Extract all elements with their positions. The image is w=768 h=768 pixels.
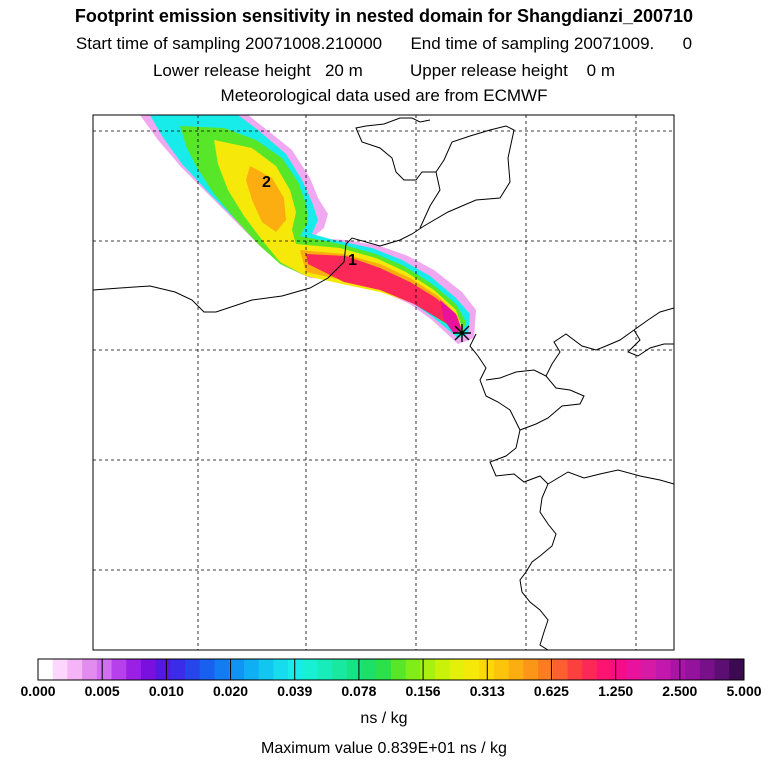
colorbar-segment xyxy=(67,659,83,680)
colorbar-segment xyxy=(155,659,171,680)
colorbar-segment xyxy=(258,659,274,680)
colorbar-segment xyxy=(302,659,318,680)
colorbar-segment xyxy=(596,659,613,680)
colorbar-segment xyxy=(538,659,554,680)
gridlines xyxy=(93,115,674,650)
title-met-data: Meteorological data used are from ECMWF xyxy=(220,86,548,105)
colorbar-segment xyxy=(346,659,363,680)
colorbar-segment xyxy=(82,659,98,680)
colorbar-segment xyxy=(567,659,583,680)
map-frame xyxy=(92,114,675,651)
colorbar-segment xyxy=(361,659,377,680)
colorbar-segment xyxy=(214,659,230,680)
colorbar-segment xyxy=(405,659,421,680)
colorbar-segment xyxy=(52,659,68,680)
colorbar-segment xyxy=(229,659,245,680)
marker-2: 2 xyxy=(262,174,271,191)
colorbar-segment xyxy=(493,659,510,680)
plume-magenta xyxy=(440,300,462,334)
colorbar-segment xyxy=(582,659,598,680)
colorbar-segment xyxy=(391,659,407,680)
colorbar-segment xyxy=(126,659,142,680)
colorbar-segment xyxy=(376,659,392,680)
colorbar-segment xyxy=(449,659,466,680)
colorbar-segment xyxy=(38,659,54,680)
colorbar-tick-label: 1.250 xyxy=(598,683,634,699)
colorbar-segment xyxy=(685,659,701,680)
colorbar-segment xyxy=(655,659,671,680)
colorbar xyxy=(37,658,745,681)
colorbar-segment xyxy=(170,659,186,680)
colorbar-segment xyxy=(273,659,289,680)
colorbar-segment xyxy=(508,659,524,680)
colorbar-segment xyxy=(626,659,642,680)
colorbar-segment xyxy=(699,659,716,680)
colorbar-tick-label: 0.039 xyxy=(277,683,313,699)
colorbar-segment xyxy=(288,659,304,680)
colorbar-segment xyxy=(420,659,436,680)
colorbar-tick-label: 2.500 xyxy=(662,683,698,699)
marker-1: 1 xyxy=(348,252,357,269)
colorbar-border xyxy=(37,658,745,681)
colorbar-tick-label: 0.005 xyxy=(84,683,120,699)
colorbar-segment xyxy=(670,659,686,680)
colorbar-segment xyxy=(317,659,333,680)
star-icon xyxy=(453,324,471,342)
colorbar-tick-label: 0.313 xyxy=(469,683,505,699)
colorbar-segment xyxy=(523,659,539,680)
colorbar-tick-label: 0.000 xyxy=(20,683,56,699)
colorbar-segment xyxy=(199,659,215,680)
colorbar-tick-label: 0.078 xyxy=(341,683,377,699)
colorbar-segment xyxy=(611,659,627,680)
colorbar-segment xyxy=(140,659,157,680)
colorbar-segment xyxy=(552,659,568,680)
title-sampling-times: Start time of sampling 20071008.210000 E… xyxy=(75,34,693,53)
colorbar-segment xyxy=(464,659,480,680)
colorbar-segment xyxy=(435,659,451,680)
colorbar-units: ns / kg xyxy=(360,710,408,727)
colorbar-segment xyxy=(714,659,730,680)
colorbar-segment xyxy=(111,659,127,680)
plume-red xyxy=(306,254,460,330)
colorbar-tick-label: 0.010 xyxy=(148,683,184,699)
colorbar-segment xyxy=(332,659,348,680)
title-line-1: Footprint emission sensitivity in nested… xyxy=(74,6,694,26)
colorbar-tick-label: 5.000 xyxy=(726,683,762,699)
coastlines xyxy=(93,117,674,650)
colorbar-tick-label: 0.020 xyxy=(213,683,249,699)
colorbar-tick-label: 0.625 xyxy=(533,683,569,699)
colorbar-segment xyxy=(96,659,113,680)
colorbar-segment xyxy=(185,659,201,680)
colorbar-segment xyxy=(729,659,745,680)
colorbar-segment xyxy=(641,659,657,680)
colorbar-segment xyxy=(243,659,260,680)
colorbar-tick-label: 0.156 xyxy=(405,683,441,699)
maximum-value: Maximum value 0.839E+01 ns / kg xyxy=(261,740,507,757)
title-release-heights: Lower release height 20 m Upper release … xyxy=(152,61,616,80)
